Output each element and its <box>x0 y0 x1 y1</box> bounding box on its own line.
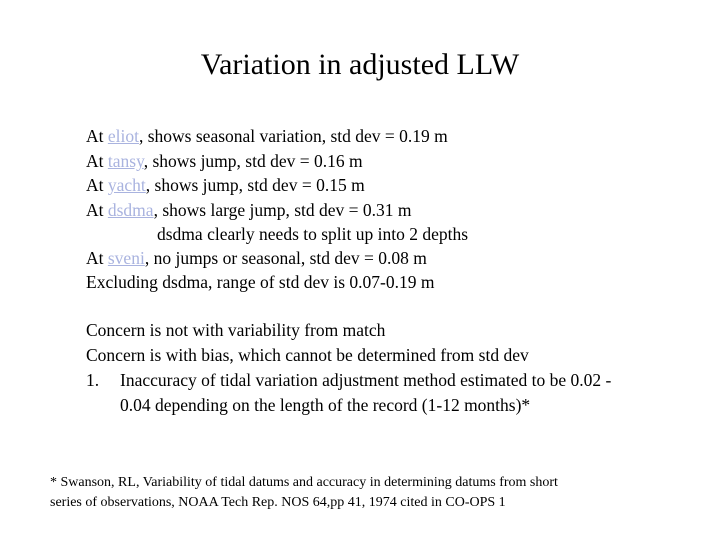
footnote: * Swanson, RL, Variability of tidal datu… <box>50 473 558 513</box>
link-yacht[interactable]: yacht <box>107 175 146 195</box>
footnote-line-1: * Swanson, RL, Variability of tidal datu… <box>50 475 558 490</box>
item-1-line-2: 0.04 depending on the length of the reco… <box>120 395 531 415</box>
dsdma-note: dsdma clearly needs to split up into 2 d… <box>157 224 469 244</box>
link-sveni[interactable]: sveni <box>107 248 145 268</box>
text: At <box>86 175 108 195</box>
text: At <box>86 200 108 220</box>
link-eliot[interactable]: eliot <box>107 126 139 146</box>
text: At <box>86 248 108 268</box>
text: , shows jump, std dev = 0.16 m <box>143 151 363 171</box>
text: , no jumps or seasonal, std dev = 0.08 m <box>144 248 427 268</box>
concern-2: Concern is with bias, which cannot be de… <box>86 345 529 365</box>
site-line-eliot: At eliot, shows seasonal variation, std … <box>86 126 448 147</box>
slide-title: Variation in adjusted LLW <box>200 48 520 81</box>
link-tansy[interactable]: tansy <box>107 151 144 171</box>
text: At <box>86 151 108 171</box>
site-line-tansy: At tansy, shows jump, std dev = 0.16 m <box>86 151 363 172</box>
item-1-line-1: Inaccuracy of tidal variation adjustment… <box>120 370 612 390</box>
item-1-number: 1. <box>86 370 100 390</box>
text: , shows seasonal variation, std dev = 0.… <box>138 126 448 146</box>
concern-1: Concern is not with variability from mat… <box>86 320 386 340</box>
text: , shows large jump, std dev = 0.31 m <box>153 200 412 220</box>
text: At <box>86 126 108 146</box>
footnote-line-2: series of observations, NOAA Tech Rep. N… <box>50 495 506 510</box>
site-line-yacht: At yacht, shows jump, std dev = 0.15 m <box>86 175 365 196</box>
site-line-sveni: At sveni, no jumps or seasonal, std dev … <box>86 248 427 269</box>
text: , shows jump, std dev = 0.15 m <box>145 175 365 195</box>
site-line-dsdma: At dsdma, shows large jump, std dev = 0.… <box>86 200 412 221</box>
excluding-line: Excluding dsdma, range of std dev is 0.0… <box>86 272 435 292</box>
link-dsdma[interactable]: dsdma <box>107 200 154 220</box>
